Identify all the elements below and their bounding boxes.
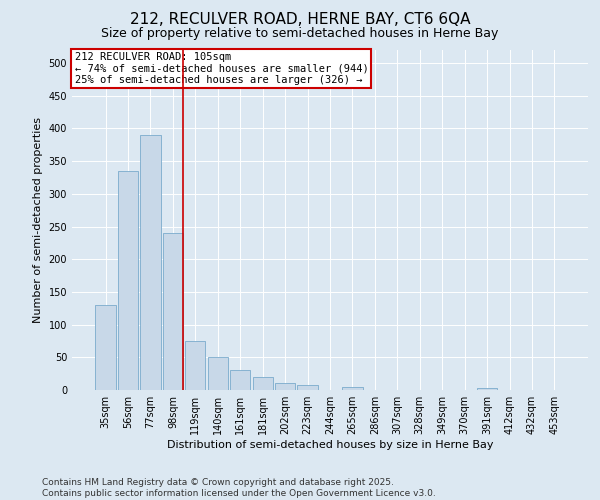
Bar [477, 388, 497, 390]
Bar [118, 171, 138, 390]
Bar [275, 384, 295, 390]
Text: 212 RECULVER ROAD: 105sqm
← 74% of semi-detached houses are smaller (944)
25% of: 212 RECULVER ROAD: 105sqm ← 74% of semi-… [74, 52, 368, 85]
Bar [185, 341, 205, 390]
Bar [208, 358, 228, 390]
Y-axis label: Number of semi-detached properties: Number of semi-detached properties [33, 117, 43, 323]
Bar [230, 370, 250, 390]
Bar [95, 305, 116, 390]
Bar [298, 385, 317, 390]
Text: Contains HM Land Registry data © Crown copyright and database right 2025.
Contai: Contains HM Land Registry data © Crown c… [42, 478, 436, 498]
Bar [343, 386, 362, 390]
Text: 212, RECULVER ROAD, HERNE BAY, CT6 6QA: 212, RECULVER ROAD, HERNE BAY, CT6 6QA [130, 12, 470, 28]
Bar [163, 233, 183, 390]
X-axis label: Distribution of semi-detached houses by size in Herne Bay: Distribution of semi-detached houses by … [167, 440, 493, 450]
Bar [253, 377, 273, 390]
Bar [140, 135, 161, 390]
Text: Size of property relative to semi-detached houses in Herne Bay: Size of property relative to semi-detach… [101, 28, 499, 40]
